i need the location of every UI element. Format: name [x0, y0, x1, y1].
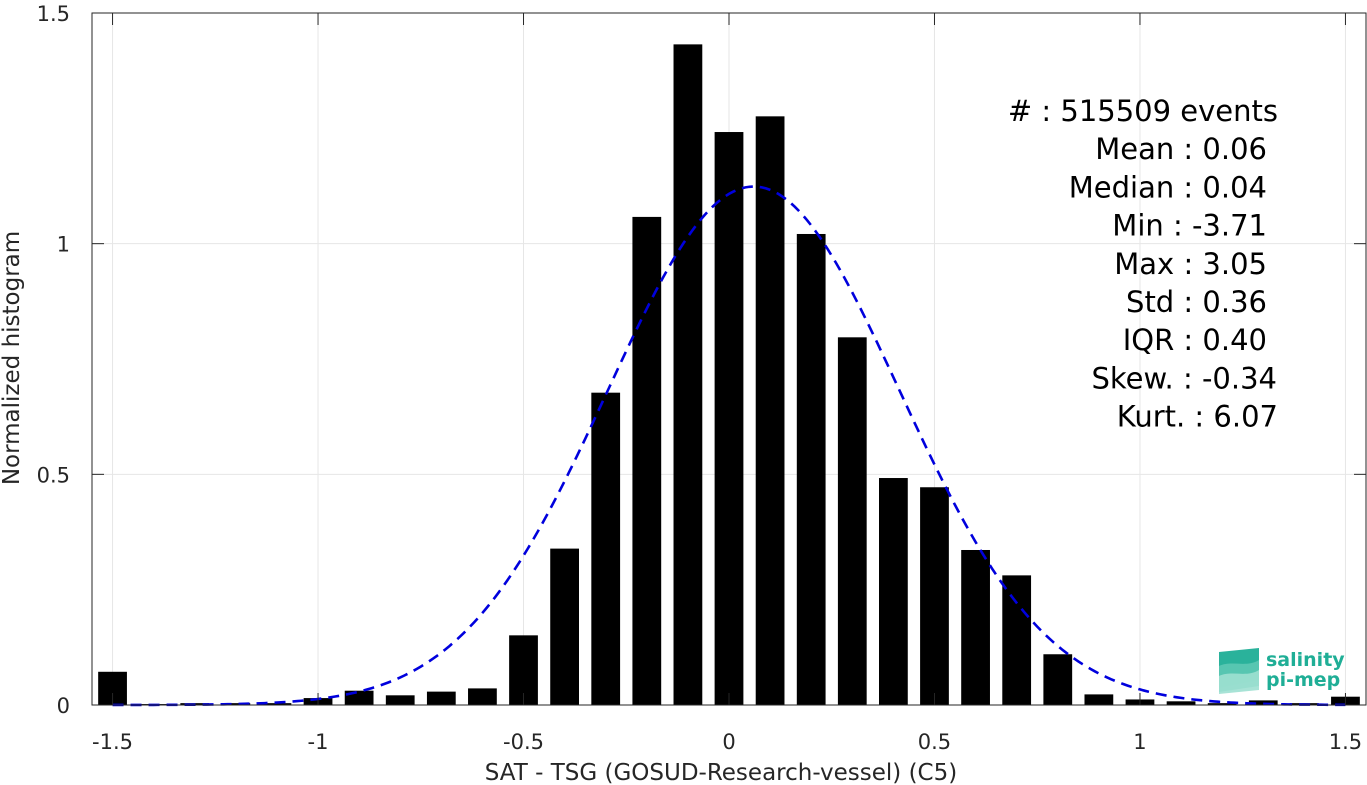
histogram-bar	[673, 44, 703, 705]
histogram-bar	[714, 132, 744, 706]
stat-line: Std : 0.36	[1126, 285, 1267, 319]
histogram-bar	[221, 703, 251, 705]
histogram-bar	[961, 549, 990, 705]
histogram-bar	[1166, 701, 1196, 705]
histogram-bar	[426, 691, 456, 705]
stat-line: Kurt. : 6.07	[1117, 400, 1278, 434]
salinity-pi-mep-logo: salinity pi-mep	[1219, 648, 1345, 694]
histogram-bar	[837, 337, 867, 705]
histogram-bar	[591, 392, 621, 705]
histogram-bar	[1043, 654, 1073, 705]
logo-line-2: pi-mep	[1266, 669, 1340, 691]
stat-line: Median : 0.04	[1069, 170, 1267, 204]
x-tick-label: -1	[308, 730, 329, 754]
y-tick-label: 1	[57, 233, 70, 257]
x-tick-label: 1.5	[1329, 730, 1362, 754]
histogram-bar	[1207, 703, 1237, 705]
histogram-bar	[920, 487, 949, 705]
histogram-bar	[550, 548, 579, 705]
histogram-bar	[468, 688, 497, 705]
axis-ticks: -1.5 -1 -0.5 0 0.5 1 1.5 0 0.5 1 1.5	[37, 2, 1366, 754]
x-tick-label: 0.5	[918, 730, 951, 754]
logo-wave-icon	[1219, 648, 1259, 694]
histogram-bar	[262, 703, 292, 705]
y-tick-label: 0	[57, 694, 70, 718]
histogram-bar	[796, 233, 826, 705]
y-axis-label: Normalized histogram	[0, 231, 25, 485]
y-tick-label: 0.5	[37, 463, 70, 487]
stat-line: Skew. : -0.34	[1091, 361, 1277, 395]
stat-line: # : 515509 events	[1008, 94, 1278, 128]
x-tick-label: -0.5	[503, 730, 544, 754]
stat-line: Max : 3.05	[1114, 247, 1267, 281]
y-tick-label: 1.5	[37, 2, 70, 26]
histogram-bar	[632, 216, 662, 705]
histogram-bars	[98, 44, 1360, 706]
stat-line: IQR : 0.40	[1123, 323, 1267, 357]
statistics-annotation: # : 515509 events Mean : 0.06 Median : 0.0…	[1008, 94, 1278, 434]
x-axis-label: SAT - TSG (GOSUD-Research-vessel) (C5)	[485, 760, 957, 785]
histogram-bar	[1002, 575, 1032, 705]
stat-line: Min : -3.71	[1112, 209, 1267, 243]
histogram-bar	[755, 116, 785, 705]
x-tick-label: -1.5	[92, 730, 133, 754]
histogram-bar	[385, 695, 415, 705]
logo-line-1: salinity	[1266, 649, 1345, 671]
x-tick-label: 0	[722, 730, 735, 754]
histogram-bar	[879, 478, 908, 705]
histogram-bar	[1084, 694, 1114, 705]
stat-line: Mean : 0.06	[1095, 132, 1267, 166]
x-tick-label: 1	[1133, 730, 1146, 754]
